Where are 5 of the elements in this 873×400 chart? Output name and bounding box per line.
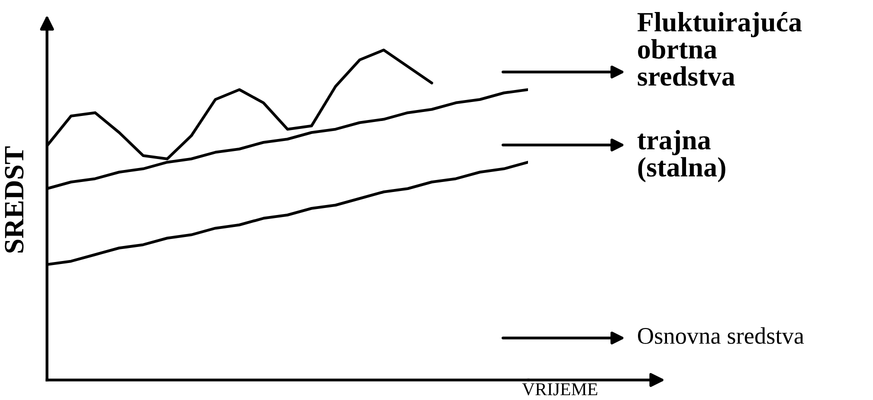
text: Fluktuirajuća obrtna sredstva	[637, 12, 802, 86]
text: trajna (stalna)	[637, 130, 726, 182]
text: Osnovna sredstva	[638, 327, 804, 344]
x-axis-title: VRIJEME	[522, 383, 598, 396]
y-axis-title: SREDST	[4, 146, 24, 253]
